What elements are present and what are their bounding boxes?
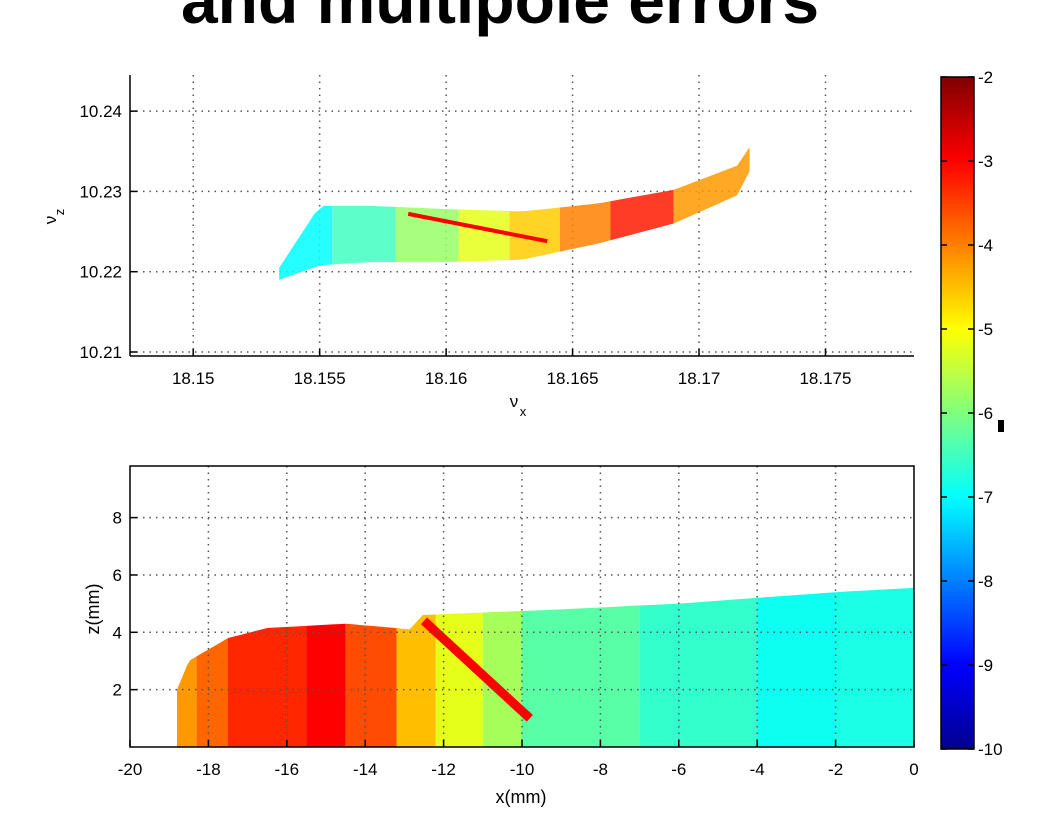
colorbar-tick-label: -4 [978,236,993,255]
colorbar-tick-label: -3 [978,152,993,171]
top-ylabel-sub: z [52,209,67,216]
bottom-xtick-label: -18 [196,760,221,779]
top-color-band [395,206,459,263]
bottom-xtick-label: -8 [593,760,608,779]
bottom-axes [129,465,915,748]
top-xlabel-main: ν [510,392,519,411]
top-xtick-label: 18.175 [799,369,851,388]
bottom-heatmap [177,587,914,747]
bottom-color-band [306,623,346,747]
colorbar-tick-label: -9 [978,656,993,675]
top-color-band [509,207,560,261]
bottom-ytick-label: 8 [113,509,122,528]
colorbar-tick-label: -8 [978,572,993,591]
bottom-xtick-label: -2 [828,760,843,779]
bottom-xtick-label: -10 [510,760,535,779]
top-xtick-label: 18.155 [294,369,346,388]
bottom-xtick-label: -16 [275,760,300,779]
bottom-xtick-label: -6 [671,760,686,779]
colorbar: -2 -3 -4 -5 -6 -7 -8 -9 -10 [940,68,1003,759]
bottom-color-band [639,597,758,747]
top-color-band [673,147,750,224]
bottom-color-band [196,638,228,747]
bottom-color-band [345,623,397,747]
bottom-color-band [396,614,436,747]
top-xtick-label: 18.16 [425,369,468,388]
bottom-resonance-line [420,617,533,722]
top-xtick-label: 18.17 [678,369,721,388]
top-tick-labels: 18.15 18.155 18.16 18.165 18.17 18.175 10.21 10… [79,102,851,388]
bottom-color-band [177,656,197,747]
top-xtick-label: 18.15 [172,369,215,388]
bottom-ytick-label: 4 [113,623,122,642]
top-color-band [279,205,333,280]
top-plot: 18.15 18.155 18.16 18.165 18.17 18.175 10.21 10… [41,75,914,419]
bottom-xtick-label: -12 [431,760,456,779]
bottom-gridlines [130,466,914,747]
bottom-color-band [835,587,914,747]
colorbar-tick-label: -2 [978,68,993,87]
top-ylabel-main: ν [41,216,60,225]
top-ytick-label: 10.22 [79,263,122,282]
top-ytick-label: 10.21 [79,343,122,362]
top-ytick-label: 10.23 [79,182,122,201]
top-color-band [610,189,674,241]
bottom-ylabel: z(mm) [83,584,103,635]
top-gridlines [130,75,914,356]
colorbar-tick-label: -6 [978,404,993,423]
colorbar-ticks: -2 -3 -4 -5 -6 -7 -8 -9 -10 [941,68,1003,759]
bottom-xtick-label: -20 [118,760,143,779]
top-ytick-label: 10.24 [79,102,122,121]
top-xlabel-sub: x [520,404,527,419]
top-color-band [332,205,396,265]
colorbar-tick-label: -10 [978,740,1003,759]
bottom-axes-box [129,465,915,748]
bottom-ytick-label: 2 [113,681,122,700]
slide-marker [998,420,1004,432]
colorbar-tick-label: -5 [978,320,993,339]
top-resonance-line [407,211,548,244]
colorbar-tick-label: -7 [978,488,993,507]
slide-title: and multipole errors [180,0,820,37]
bottom-xlabel: x(mm) [496,787,547,807]
bottom-color-band [228,625,307,747]
top-xtick-label: 18.165 [547,369,599,388]
bottom-color-band [482,611,522,747]
bottom-xtick-label: 0 [909,760,918,779]
bottom-color-band [522,605,640,747]
bottom-color-band [757,592,836,747]
top-color-band [559,201,611,252]
top-color-band [458,209,510,262]
top-footprint [279,147,750,280]
bottom-xtick-label: -14 [353,760,378,779]
top-axes [129,75,914,357]
bottom-xtick-label: -4 [750,760,765,779]
bottom-ytick-label: 6 [113,566,122,585]
